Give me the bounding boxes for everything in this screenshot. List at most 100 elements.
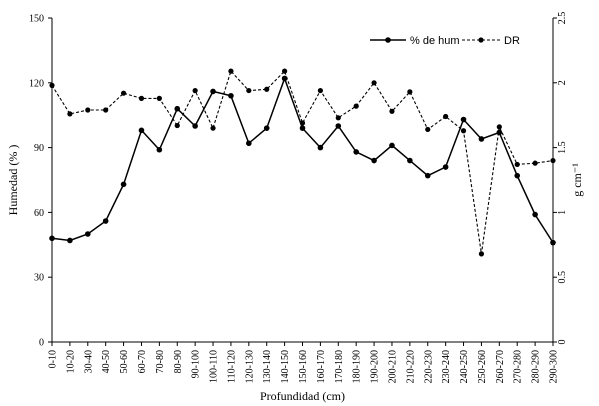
x-tick-label: 160-170 <box>316 350 327 383</box>
y-right-tick-label: 2 <box>557 80 568 85</box>
y-left-tick-label: 120 <box>29 78 44 89</box>
series-point-0 <box>478 136 485 142</box>
series-point-1 <box>120 90 127 96</box>
series-layer <box>49 68 556 257</box>
series-point-1 <box>192 87 198 94</box>
x-tick-label: 40-50 <box>101 350 112 373</box>
series-point-1 <box>299 120 306 126</box>
y-left-tick-label: 150 <box>29 14 44 25</box>
x-tick-label: 260-270 <box>495 350 506 383</box>
x-tick-label: 70-80 <box>155 350 166 373</box>
x-tick-label: 250-260 <box>477 350 488 383</box>
series-point-0 <box>228 92 234 99</box>
x-tick-label: 80-90 <box>173 350 184 373</box>
series-point-1 <box>335 115 341 121</box>
x-tick-label: 110-120 <box>226 350 237 383</box>
series-point-0 <box>192 123 198 129</box>
series-point-0 <box>174 105 181 112</box>
series-point-0 <box>156 146 163 153</box>
series-point-1 <box>407 89 413 95</box>
series-point-0 <box>550 239 556 246</box>
x-tick-label: 130-140 <box>262 350 273 383</box>
series-point-1 <box>460 128 467 134</box>
series-point-0 <box>102 218 109 224</box>
x-tick-label: 50-60 <box>119 350 130 373</box>
series-point-1 <box>389 108 395 114</box>
legend: % de hum DR <box>370 35 520 47</box>
x-axis-title: Profundidad (cm) <box>260 389 345 403</box>
y-left-tick-label: 30 <box>34 273 44 284</box>
y-axis-left-title: Humedad (% ) <box>6 145 20 216</box>
legend-marker-dr <box>478 37 484 43</box>
series-point-1 <box>85 107 91 113</box>
series-line-1 <box>51 70 554 254</box>
series-point-0 <box>210 88 216 95</box>
series-point-0 <box>514 172 521 179</box>
series-point-1 <box>67 111 73 117</box>
series-point-0 <box>246 140 252 147</box>
x-tick-label: 170-180 <box>334 350 345 383</box>
y-left-tick-label: 0 <box>39 338 44 349</box>
series-point-0 <box>138 127 145 134</box>
x-tick-label: 200-210 <box>387 350 398 383</box>
y-right-tick-label: 1 <box>557 210 568 215</box>
x-tick-label: 120-130 <box>244 350 255 383</box>
series-point-0 <box>84 231 91 237</box>
x-tick-label: 10-20 <box>65 350 76 373</box>
series-point-0 <box>371 157 377 164</box>
series-point-0 <box>532 211 538 218</box>
y-left-tick-label: 60 <box>34 208 44 219</box>
series-point-1 <box>228 68 234 74</box>
series-point-0 <box>317 144 324 151</box>
x-tick-label: 60-70 <box>137 350 148 373</box>
series-line-0 <box>51 76 554 244</box>
x-tick-label: 280-290 <box>531 350 542 383</box>
series-point-1 <box>532 160 538 166</box>
y-right-tick-label: 0 <box>557 340 568 345</box>
x-tick-label: 220-230 <box>423 350 434 383</box>
series-point-0 <box>281 75 288 82</box>
series-point-1 <box>478 251 485 257</box>
y-left-tick-label: 90 <box>34 143 44 154</box>
x-tick-label: 190-200 <box>370 350 381 383</box>
x-tick-label: 0-10 <box>48 350 59 368</box>
x-tick-label: 210-220 <box>405 350 416 383</box>
series-point-1 <box>210 125 216 131</box>
series-point-0 <box>424 172 431 179</box>
x-tick-label: 90-100 <box>191 350 202 378</box>
x-tick-label: 30-40 <box>83 350 94 373</box>
series-point-1 <box>174 122 180 129</box>
series-point-1 <box>496 124 502 130</box>
series-point-1 <box>514 161 520 168</box>
series-point-1 <box>353 103 359 109</box>
series-point-1 <box>246 87 252 94</box>
series-point-1 <box>371 80 377 86</box>
x-tick-label: 230-240 <box>441 350 452 383</box>
series-point-0 <box>353 149 359 155</box>
series-point-1 <box>156 95 162 101</box>
x-tick-label: 100-110 <box>209 350 220 383</box>
series-point-1 <box>550 157 556 164</box>
series-point-0 <box>460 116 467 123</box>
series-point-0 <box>263 125 270 131</box>
series-point-1 <box>49 82 55 88</box>
series-point-0 <box>49 235 55 242</box>
x-tick-label: 150-160 <box>298 350 309 383</box>
legend-label-hum: % de hum <box>410 35 460 47</box>
x-tick-label: 240-250 <box>459 350 470 383</box>
series-point-0 <box>335 123 342 129</box>
series-point-1 <box>425 126 431 133</box>
series-point-0 <box>442 164 449 170</box>
series-point-1 <box>443 113 449 120</box>
x-tick-label: 140-150 <box>280 350 291 383</box>
series-point-1 <box>138 95 145 101</box>
series-point-0 <box>67 237 73 244</box>
series-point-1 <box>282 68 288 74</box>
series-point-0 <box>407 157 413 164</box>
series-point-0 <box>389 142 395 149</box>
series-point-0 <box>120 181 127 188</box>
y-right-tick-label: 0.5 <box>557 271 568 284</box>
legend-marker-hum <box>385 37 391 43</box>
